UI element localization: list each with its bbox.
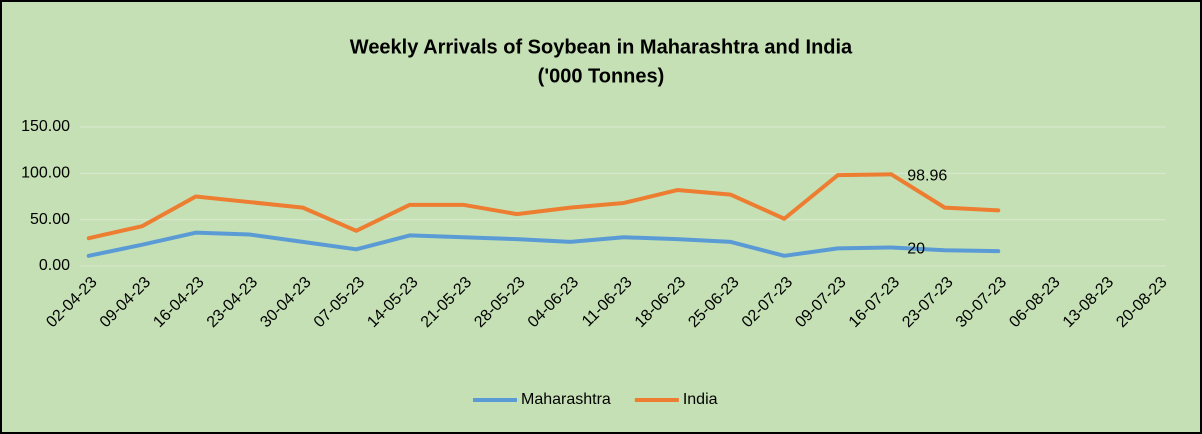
y-tick-label: 150.00 bbox=[21, 118, 70, 135]
series-line bbox=[86, 172, 1001, 241]
y-tick-label: 0.00 bbox=[39, 257, 70, 274]
data-label: 20 bbox=[907, 241, 925, 258]
y-tick-label: 50.00 bbox=[30, 211, 70, 228]
y-tick-label: 100.00 bbox=[21, 165, 70, 182]
series-line bbox=[86, 230, 1001, 258]
legend-label: Maharashtra bbox=[521, 391, 611, 408]
data-label: 98.96 bbox=[907, 168, 947, 185]
legend-label: India bbox=[683, 391, 718, 408]
chart-title: Weekly Arrivals of Soybean in Maharashtr… bbox=[350, 36, 853, 58]
chart-subtitle: ('000 Tonnes) bbox=[538, 65, 665, 87]
